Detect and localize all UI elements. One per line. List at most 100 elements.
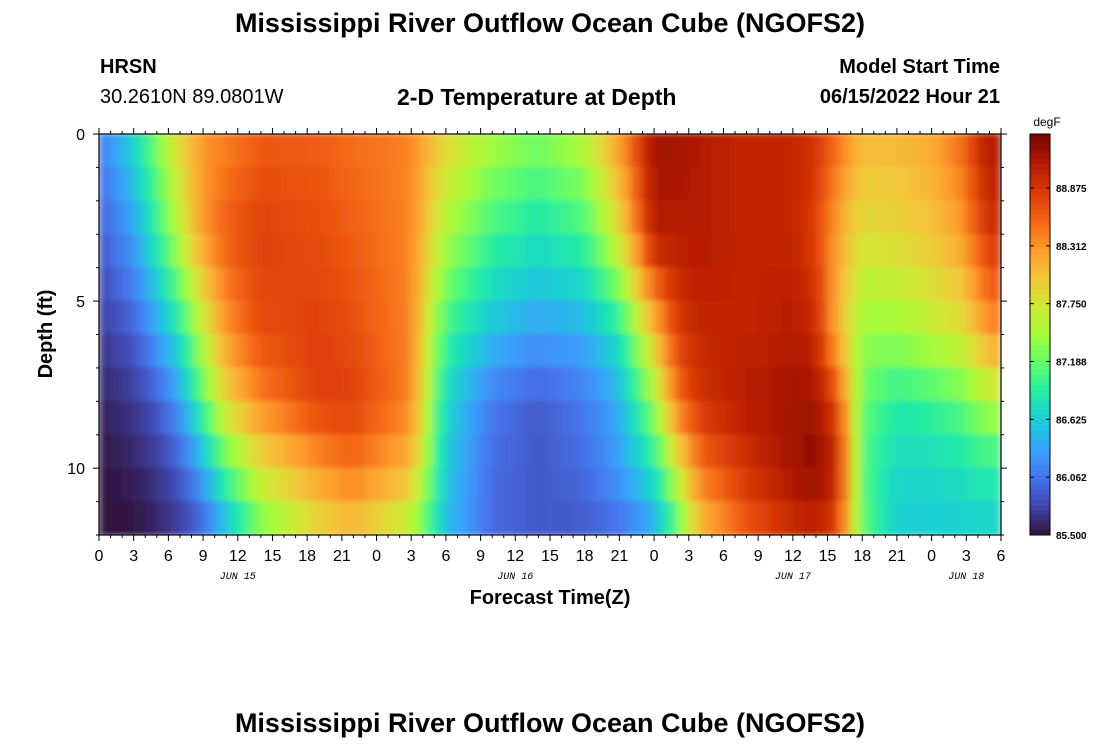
heatmap-cell: [410, 367, 424, 402]
heatmap-cell: [942, 166, 956, 202]
heatmap-cell: [225, 400, 239, 436]
heatmap-cell: [352, 334, 366, 369]
colorbar-swatch: [1030, 299, 1050, 305]
heatmap-cell: [792, 400, 805, 436]
heatmap-cell: [422, 334, 435, 369]
heatmap-cell: [537, 334, 551, 369]
heatmap-cell: [167, 400, 181, 436]
heatmap-cell: [942, 300, 956, 335]
heatmap-cell: [214, 501, 227, 535]
heatmap-cell: [630, 367, 644, 402]
heatmap-cell: [653, 467, 667, 503]
heatmap-cell: [722, 434, 736, 469]
heatmap-cell: [838, 300, 852, 335]
heatmap-cell: [445, 334, 458, 369]
heatmap-cell: [167, 267, 181, 302]
heatmap-cell: [653, 334, 667, 369]
heatmap-cell: [491, 367, 505, 402]
heatmap-cell: [468, 300, 482, 335]
heatmap-cell: [514, 400, 528, 436]
heatmap-cell: [364, 334, 378, 369]
heatmap-cell: [769, 334, 782, 369]
heatmap-cell: [237, 267, 250, 302]
heatmap-cell: [954, 267, 967, 302]
heatmap-cell: [861, 334, 875, 369]
heatmap-cell: [318, 233, 331, 269]
colorbar-swatch: [1030, 354, 1050, 360]
heatmap-cell: [214, 166, 227, 202]
heatmap-cell: [850, 200, 863, 235]
colorbar-swatch: [1030, 178, 1050, 185]
heatmap-cell: [237, 400, 250, 436]
heatmap-cell: [607, 501, 620, 535]
heatmap-cell: [688, 300, 701, 335]
heatmap-cell: [931, 501, 944, 535]
heatmap-cell: [965, 200, 979, 235]
heatmap-cell: [896, 400, 909, 436]
heatmap-cell: [99, 267, 112, 302]
heatmap-cell: [595, 166, 609, 202]
heatmap-cell: [387, 400, 401, 436]
colorbar-swatch: [1030, 479, 1050, 486]
heatmap-cell: [642, 166, 655, 202]
colorbar-swatch: [1030, 223, 1050, 230]
heatmap-cell: [306, 400, 320, 436]
heatmap-cell: [445, 267, 458, 302]
heatmap-cell: [260, 367, 273, 402]
heatmap-cell: [803, 400, 817, 436]
heatmap-cell: [387, 233, 401, 269]
heatmap-cell: [99, 200, 112, 235]
heatmap-cell: [306, 367, 320, 402]
heatmap-cell: [618, 367, 632, 402]
heatmap-cell: [283, 267, 297, 302]
x-tick-label: 3: [684, 548, 693, 565]
heatmap-cell: [722, 334, 736, 369]
heatmap-cell: [676, 367, 690, 402]
colorbar-tick-label: 88.875: [1056, 184, 1087, 195]
heatmap-cell: [965, 501, 979, 535]
heatmap-cell: [653, 200, 667, 235]
heatmap-cell: [503, 267, 516, 302]
heatmap-cell: [133, 166, 146, 202]
heatmap-cell: [480, 367, 493, 402]
heatmap-cell: [445, 134, 458, 168]
heatmap-cell: [537, 434, 551, 469]
date-label: JUN 15: [220, 572, 256, 583]
heatmap-cell: [456, 267, 470, 302]
heatmap-cell: [271, 434, 285, 469]
heatmap-cell: [399, 134, 412, 168]
heatmap-cell: [549, 467, 563, 503]
heatmap-cell: [480, 134, 493, 168]
heatmap-cell: [988, 501, 1001, 535]
heatmap-cell: [387, 334, 401, 369]
heatmap-cell: [271, 501, 285, 535]
heatmap-cell: [815, 166, 829, 202]
heatmap-cell: [954, 400, 967, 436]
heatmap-cell: [942, 434, 956, 469]
heatmap-cell: [838, 434, 852, 469]
heatmap-cell: [607, 267, 620, 302]
heatmap-cell: [607, 467, 620, 503]
heatmap-cell: [167, 367, 181, 402]
heatmap-cell: [792, 434, 805, 469]
heatmap-cell: [734, 300, 748, 335]
heatmap-cell: [306, 334, 320, 369]
heatmap-cell: [942, 134, 956, 168]
heatmap-cell: [919, 300, 933, 335]
heatmap-cell: [711, 134, 724, 168]
heatmap-cell: [584, 367, 597, 402]
heatmap-cell: [179, 300, 193, 335]
heatmap-cell: [919, 134, 933, 168]
heatmap-cell: [167, 200, 181, 235]
heatmap-cell: [526, 367, 539, 402]
colorbar-swatch: [1030, 474, 1050, 481]
heatmap-cell: [445, 400, 458, 436]
heatmap-cell: [549, 166, 563, 202]
heatmap-cell: [514, 467, 528, 503]
heatmap-cell: [399, 334, 412, 369]
heatmap-cell: [410, 434, 424, 469]
heatmap-cell: [318, 334, 331, 369]
heatmap-cell: [225, 300, 239, 335]
colorbar-swatch: [1030, 519, 1050, 526]
heatmap-cell: [445, 166, 458, 202]
